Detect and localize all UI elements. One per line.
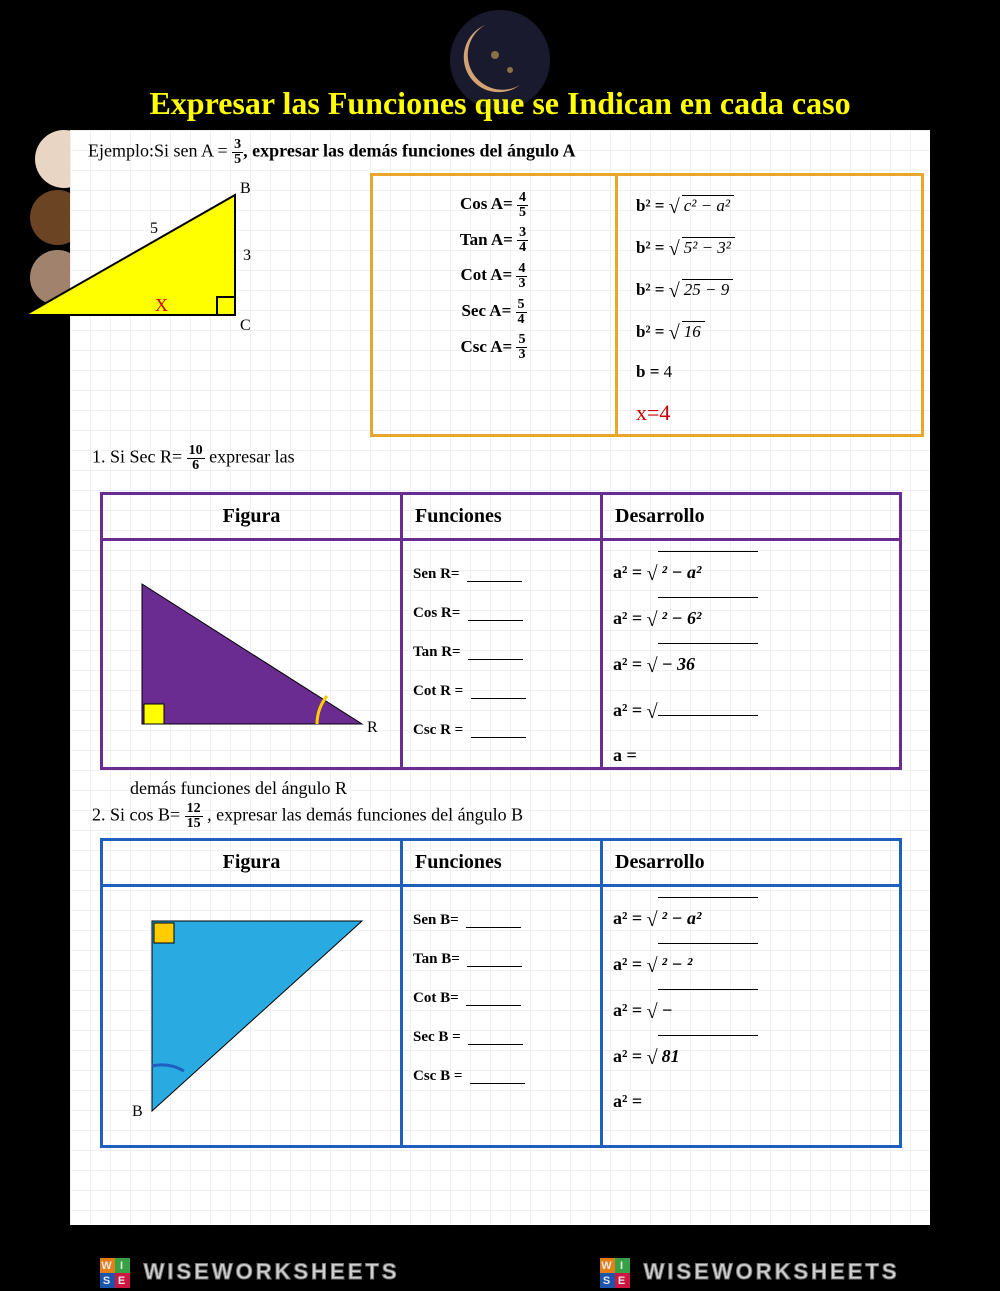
derivation-row: a² = √ — [613, 689, 889, 735]
header-funciones: Funciones — [403, 495, 603, 538]
function-row: Cot R = — [413, 672, 590, 711]
function-row: Sen R= — [413, 555, 590, 594]
example-functions-col: Cos A= 45Tan A= 34Cot A= 43Sec A= 54Csc … — [373, 176, 618, 434]
derivation-row: a² = — [613, 1081, 889, 1122]
watermark-right: WISE WISEWORKSHEETS — [600, 1258, 899, 1288]
header-desarrollo: Desarrollo — [603, 495, 899, 538]
derivation-row: b² = √c² − a² — [636, 186, 903, 228]
derivation-row: a² = √ ² − 6² — [613, 597, 889, 643]
derivation-row: a² = √ ² − a² — [613, 551, 889, 597]
derivation-row: b² = √16 — [636, 312, 903, 354]
derivation-row: a² = √ − 36 — [613, 643, 889, 689]
problem-2-functions: Sen B= Tan B= Cot B= Sec B = Csc B = — [403, 887, 603, 1145]
problem-2-figure: B — [103, 887, 403, 1145]
problem-2-derivation: a² = √ ² − a²a² = √ ² − ²a² = √ −a² = √ … — [603, 887, 899, 1145]
problem-1-derivation: a² = √ ² − a²a² = √ ² − 6²a² = √ − 36a² … — [603, 541, 899, 767]
function-row: Sec A= 54 — [391, 293, 597, 329]
example-triangle: B C 5 3 X — [15, 175, 275, 345]
svg-text:3: 3 — [243, 247, 251, 264]
watermark-footer: WISE WISEWORKSHEETS WISE WISEWORKSHEETS — [0, 1255, 1000, 1291]
header-funciones: Funciones — [403, 841, 603, 884]
problem-1-figure: R — [103, 541, 403, 767]
derivation-row: b² = √5² − 3² — [636, 228, 903, 270]
example-derivation-col: b² = √c² − a²b² = √5² − 3²b² = √25 − 9b²… — [618, 176, 921, 434]
page-title: Expresar las Funciones que se Indican en… — [0, 85, 1000, 122]
function-row: Tan R= — [413, 633, 590, 672]
function-row: Cos R= — [413, 594, 590, 633]
function-row: Sec B = — [413, 1018, 590, 1057]
problem-1-functions: Sen R= Cos R= Tan R= Cot R = Csc R = — [403, 541, 603, 767]
svg-text:X: X — [155, 295, 168, 315]
derivation-row: a² = √ 81 — [613, 1035, 889, 1081]
function-row: Tan B= — [413, 940, 590, 979]
problem-1-fraction: 10 6 — [187, 444, 205, 473]
svg-text:R: R — [367, 719, 378, 736]
problem-2-table: Figura Funciones Desarrollo B Sen B= Tan… — [100, 838, 902, 1148]
derivation-row: a = — [613, 735, 889, 776]
svg-text:5: 5 — [150, 220, 158, 237]
problem-2-fraction: 12 15 — [185, 802, 203, 831]
derivation-row: b = 4 — [636, 354, 903, 390]
function-row: Csc B = — [413, 1057, 590, 1096]
problem-2-line: 2. Si cos B= 12 15 , expresar las demás … — [92, 802, 523, 831]
derivation-row: a² = √ ² − a² — [613, 897, 889, 943]
function-row: Cos A= 45 — [391, 186, 597, 222]
derivation-row: a² = √ − — [613, 989, 889, 1035]
svg-text:C: C — [240, 317, 251, 334]
function-row: Sen B= — [413, 901, 590, 940]
problem-1-line: 1. Si Sec R= 10 6 expresar las — [92, 444, 392, 473]
worksheet-page: Expresar las Funciones que se Indican en… — [0, 0, 1000, 1291]
problem-1-table: Figura Funciones Desarrollo R Sen R= Cos… — [100, 492, 902, 770]
example-fraction: 3 5 — [232, 138, 243, 167]
example-prefix: Ejemplo:Si sen A = — [88, 141, 228, 161]
svg-text:B: B — [240, 180, 251, 197]
problem-1-cont: demás funciones del ángulo R — [130, 778, 347, 799]
example-box: Cos A= 45Tan A= 34Cot A= 43Sec A= 54Csc … — [370, 173, 924, 437]
function-row: Cot B= — [413, 979, 590, 1018]
derivation-row: b² = √25 − 9 — [636, 270, 903, 312]
example-line: Ejemplo:Si sen A = 3 5 , expresar las de… — [88, 138, 912, 167]
header-figura: Figura — [103, 841, 403, 884]
header-figura: Figura — [103, 495, 403, 538]
watermark-left: WISE WISEWORKSHEETS — [100, 1258, 399, 1288]
derivation-row: x=4 — [636, 390, 903, 436]
function-row: Cot A= 43 — [391, 257, 597, 293]
header-desarrollo: Desarrollo — [603, 841, 899, 884]
function-row: Tan A= 34 — [391, 222, 597, 258]
function-row: Csc R = — [413, 711, 590, 750]
svg-text:B: B — [132, 1103, 143, 1120]
example-suffix: , expresar las demás funciones del ángul… — [243, 141, 575, 161]
derivation-row: a² = √ ² − ² — [613, 943, 889, 989]
function-row: Csc A= 53 — [391, 329, 597, 365]
